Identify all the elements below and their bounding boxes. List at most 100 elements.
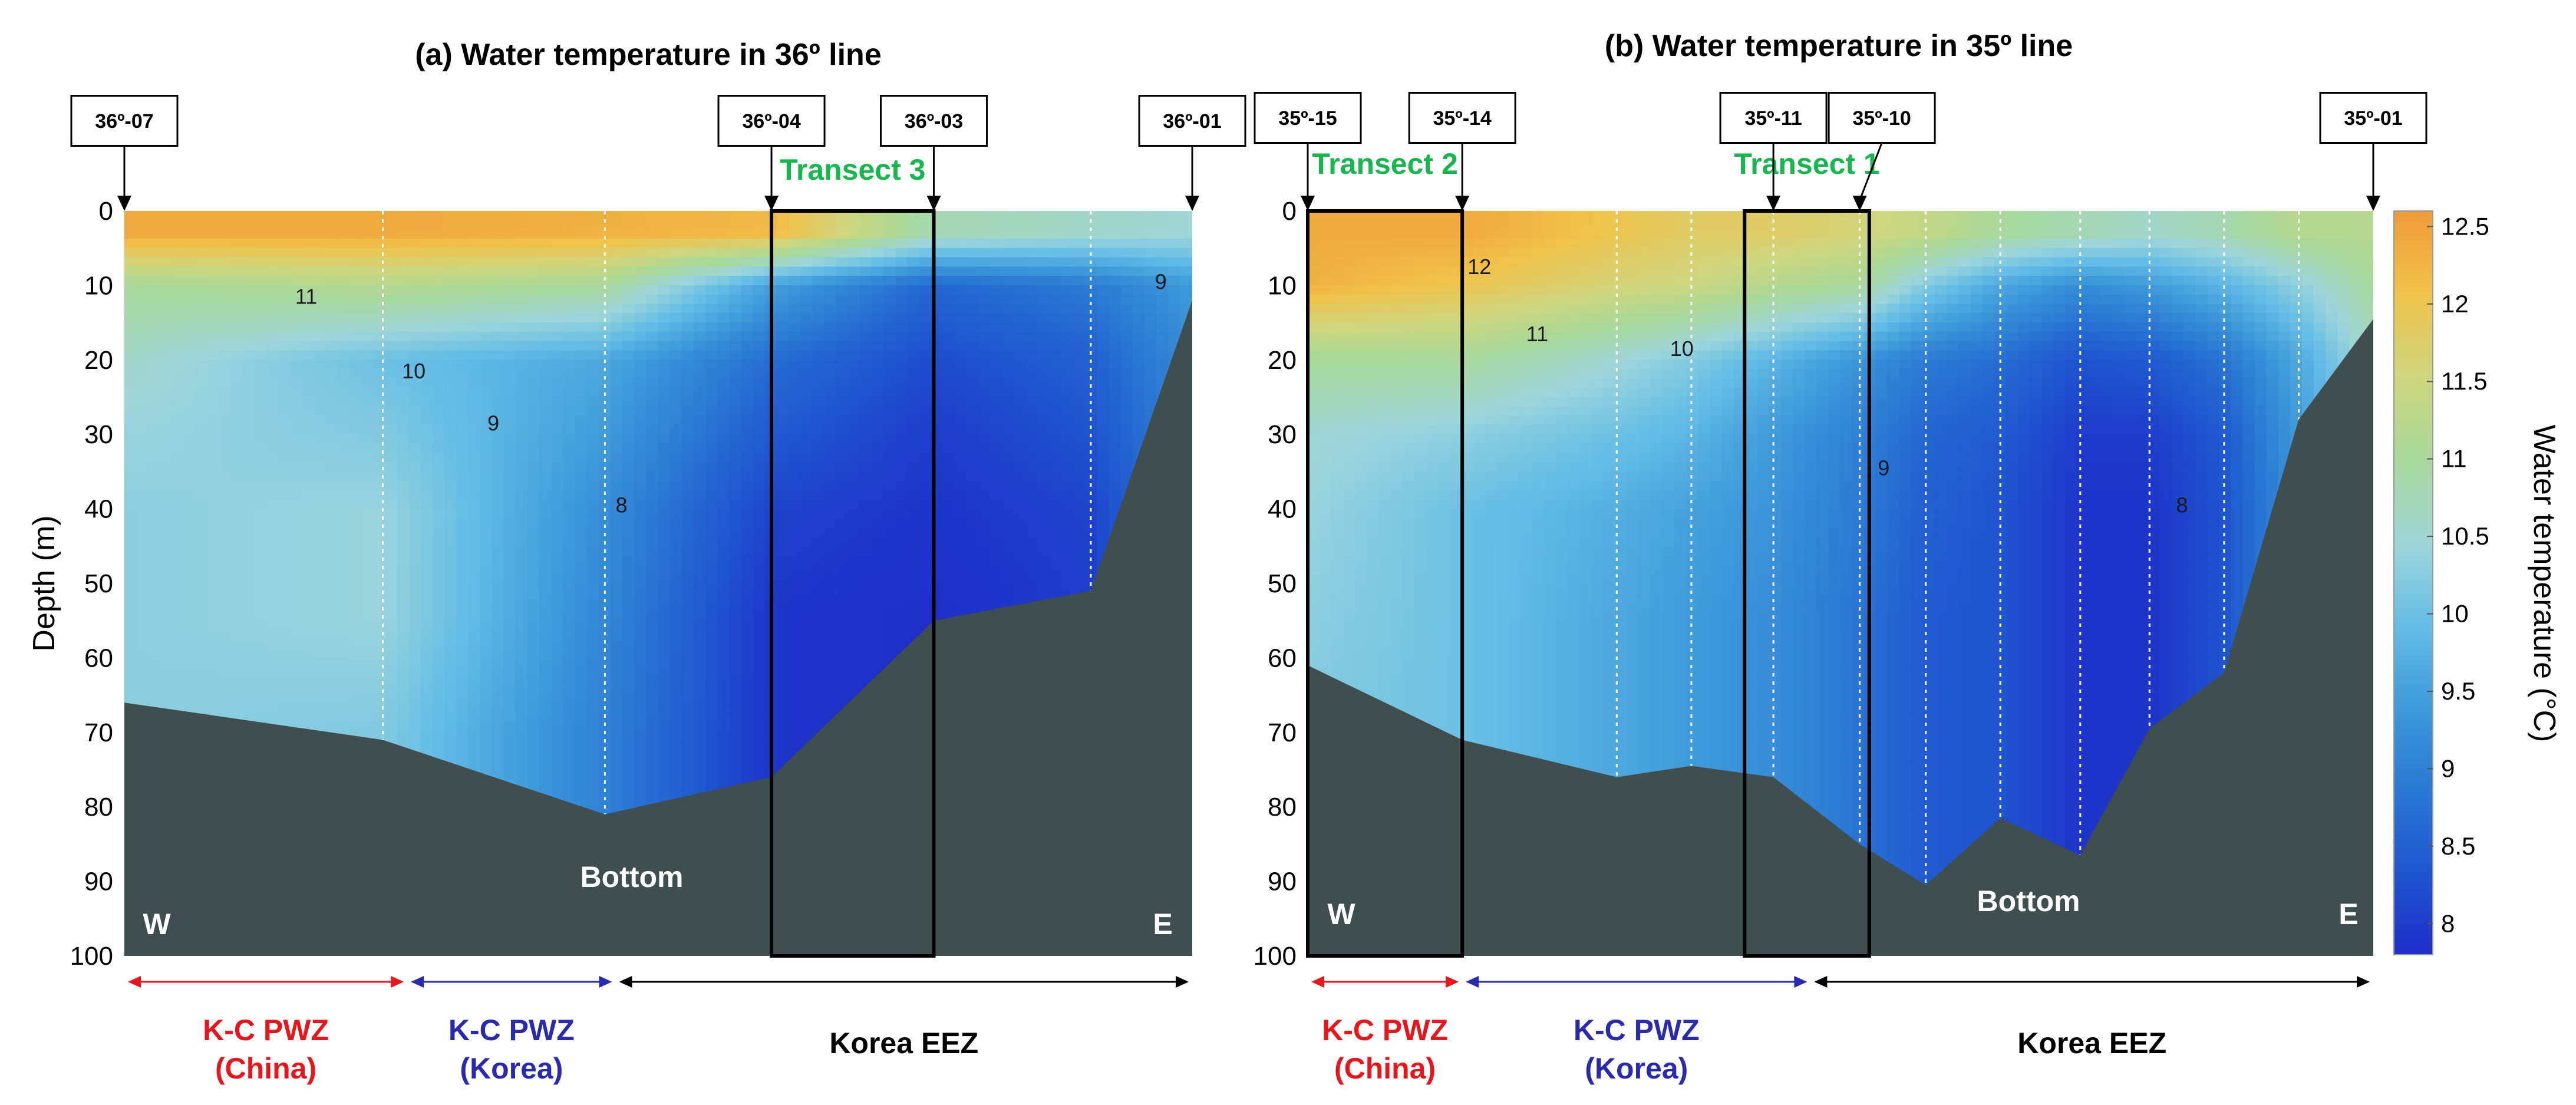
temperature-cell <box>586 434 600 444</box>
temperature-cell <box>503 341 517 351</box>
temperature-cell <box>836 685 849 696</box>
temperature-cell <box>563 248 576 258</box>
temperature-cell <box>812 639 825 649</box>
temperature-cell <box>242 564 256 575</box>
temperature-cell <box>147 657 161 668</box>
temperature-cell <box>729 713 742 724</box>
temperature-cell <box>492 676 505 687</box>
temperature-cell <box>669 211 683 221</box>
temperature-cell <box>575 769 588 780</box>
temperature-cell <box>219 602 232 612</box>
temperature-cell <box>492 611 505 622</box>
temperature-cell <box>800 657 813 668</box>
temperature-cell <box>824 657 837 668</box>
temperature-cell <box>586 294 600 305</box>
temperature-cell <box>717 723 730 733</box>
temperature-cell <box>420 397 434 407</box>
temperature-cell <box>124 639 137 649</box>
temperature-cell <box>622 257 635 268</box>
temperature-cell <box>314 676 327 687</box>
temperature-cell <box>681 453 695 463</box>
temperature-cell <box>575 676 588 687</box>
temperature-cell <box>539 415 552 426</box>
temperature-cell <box>515 266 529 277</box>
temperature-cell <box>563 769 576 780</box>
temperature-cell <box>408 257 422 268</box>
temperature-cell <box>705 462 718 473</box>
temperature-cell <box>527 536 540 547</box>
temperature-cell <box>622 490 635 500</box>
temperature-cell <box>397 266 410 277</box>
temperature-cell <box>195 555 208 566</box>
temperature-cell <box>586 527 600 537</box>
temperature-cell <box>776 713 790 724</box>
temperature-cell <box>278 211 291 221</box>
temperature-cell <box>622 322 635 333</box>
temperature-cell <box>314 527 327 537</box>
temperature-cell <box>230 704 244 715</box>
temperature-cell <box>397 573 410 584</box>
temperature-cell <box>408 322 422 333</box>
temperature-cell <box>325 648 339 659</box>
temperature-cell <box>693 359 707 370</box>
temperature-cell <box>278 639 291 649</box>
temperature-cell <box>563 573 576 584</box>
temperature-cell <box>586 657 600 668</box>
temperature-cell <box>254 592 268 603</box>
temperature-cell <box>408 406 422 417</box>
temperature-cell <box>444 602 457 612</box>
temperature-cell <box>753 220 766 230</box>
temperature-cell <box>503 359 517 370</box>
temperature-cell <box>681 211 695 221</box>
temperature-cell <box>705 266 718 277</box>
temperature-cell <box>183 676 196 687</box>
temperature-cell <box>124 387 137 398</box>
temperature-cell <box>147 397 161 407</box>
temperature-cell <box>492 229 505 240</box>
temperature-cell <box>800 480 813 491</box>
temperature-cell <box>219 639 232 649</box>
temperature-cell <box>800 350 813 361</box>
temperature-cell <box>575 434 588 444</box>
temperature-cell <box>373 657 386 668</box>
temperature-cell <box>788 629 802 640</box>
temperature-cell <box>492 341 505 351</box>
temperature-cell <box>349 509 362 519</box>
temperature-cell <box>408 490 422 500</box>
temperature-cell <box>136 564 149 575</box>
temperature-cell <box>551 779 564 789</box>
temperature-cell <box>373 713 386 724</box>
temperature-cell <box>527 564 540 575</box>
temperature-cell <box>171 266 184 277</box>
temperature-cell <box>480 490 493 500</box>
temperature-cell <box>408 611 422 622</box>
temperature-cell <box>385 685 398 696</box>
temperature-cell <box>717 629 730 640</box>
temperature-cell <box>373 639 386 649</box>
temperature-cell <box>741 490 754 500</box>
temperature-cell <box>254 322 268 333</box>
temperature-cell <box>325 602 339 612</box>
temperature-cell <box>492 480 505 491</box>
temperature-cell <box>681 266 695 277</box>
temperature-cell <box>385 331 398 342</box>
temperature-cell <box>207 294 220 305</box>
temperature-cell <box>824 480 837 491</box>
temperature-cell <box>847 322 861 333</box>
temperature-cell <box>456 424 469 436</box>
temperature-cell <box>444 462 457 473</box>
temperature-cell <box>847 546 861 556</box>
temperature-cell <box>361 359 374 370</box>
temperature-cell <box>539 713 552 724</box>
temperature-cell <box>622 229 635 240</box>
temperature-cell <box>812 378 825 389</box>
temperature-cell <box>563 732 576 743</box>
temperature-cell <box>515 424 529 436</box>
temperature-cell <box>824 509 837 519</box>
temperature-cell <box>325 629 339 640</box>
temperature-cell <box>824 639 837 649</box>
temperature-cell <box>634 573 647 584</box>
temperature-cell <box>669 760 683 770</box>
temperature-cell <box>254 220 268 230</box>
temperature-cell <box>575 211 588 221</box>
